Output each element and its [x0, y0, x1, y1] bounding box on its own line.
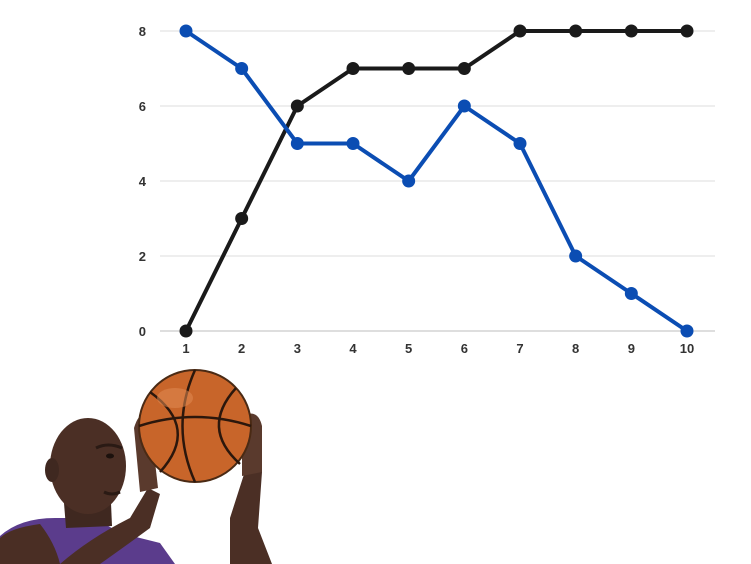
x-tick-label: 9 — [628, 341, 635, 356]
data-point — [179, 324, 193, 338]
data-point — [513, 24, 527, 38]
series-line — [184, 29, 689, 333]
x-tick-label: 2 — [238, 341, 245, 356]
basketball-icon — [138, 369, 252, 483]
x-tick-label: 10 — [680, 341, 694, 356]
y-tick-label: 4 — [139, 174, 147, 189]
data-point — [290, 137, 304, 150]
y-tick-label: 2 — [139, 249, 146, 264]
x-tick-label: 1 — [182, 341, 189, 356]
data-point — [402, 62, 416, 75]
y-tick-label: 8 — [139, 24, 146, 39]
gridlines — [160, 30, 715, 332]
head — [50, 418, 126, 514]
line-chart: 0 2 4 6 8 1 2 3 4 5 6 7 8 9 10 — [139, 24, 715, 356]
x-tick-label: 6 — [461, 341, 468, 356]
arm-right — [230, 468, 272, 564]
x-tick-label: 3 — [294, 341, 301, 356]
data-point — [624, 24, 638, 38]
brow — [95, 443, 123, 450]
eye — [106, 453, 114, 459]
arm-left — [60, 488, 160, 564]
data-point — [569, 24, 583, 38]
shoulder-left — [0, 524, 60, 564]
series-1 — [179, 24, 694, 338]
x-tick-label: 7 — [516, 341, 523, 356]
series-line — [184, 29, 689, 333]
series-2 — [179, 24, 694, 338]
data-point — [290, 99, 304, 113]
x-tick-label: 8 — [572, 341, 579, 356]
data-point — [346, 62, 360, 75]
ear — [45, 458, 59, 482]
data-point — [457, 62, 471, 75]
x-axis-ticks: 1 2 3 4 5 6 7 8 9 10 — [182, 341, 694, 356]
data-point — [402, 174, 416, 188]
data-point — [624, 287, 638, 300]
data-point — [569, 249, 583, 263]
data-point — [346, 137, 360, 150]
x-tick-label: 4 — [349, 341, 357, 356]
data-point — [235, 62, 249, 75]
x-tick-label: 5 — [405, 341, 412, 356]
series-group — [179, 24, 694, 338]
data-point — [513, 137, 527, 150]
y-tick-label: 6 — [139, 99, 146, 114]
y-axis-ticks: 0 2 4 6 8 — [139, 24, 147, 339]
mouth — [103, 490, 121, 496]
data-point — [680, 324, 694, 338]
y-tick-label: 0 — [139, 324, 146, 339]
data-point — [179, 24, 193, 38]
data-point — [680, 24, 694, 38]
basketball-player-image — [0, 369, 272, 564]
data-point — [235, 212, 249, 225]
data-point — [457, 99, 471, 113]
